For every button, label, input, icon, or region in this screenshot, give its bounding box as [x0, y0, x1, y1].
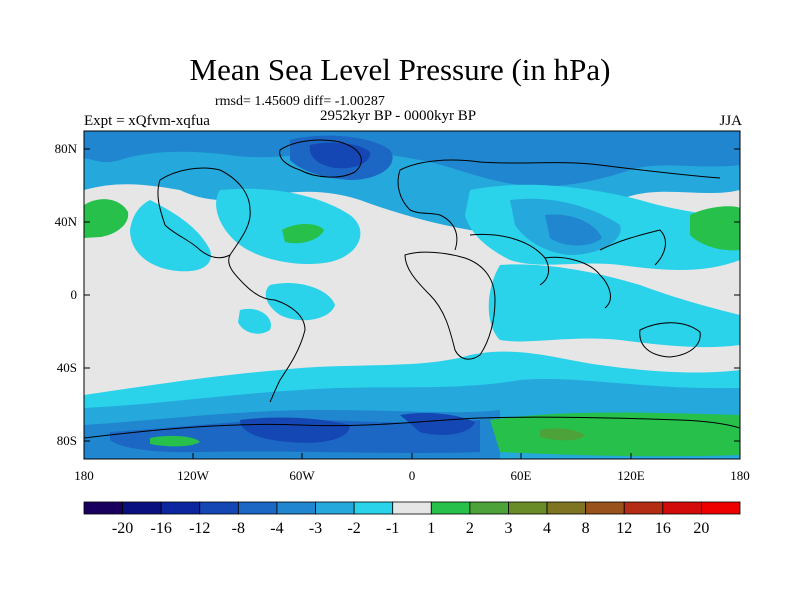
field-green-antarctic-2	[150, 435, 200, 447]
colorbar-swatch	[122, 501, 162, 515]
colorbar-label: 16	[654, 520, 671, 537]
field-south-darkblue-2	[400, 412, 475, 435]
colorbar-swatch	[392, 501, 432, 515]
lon-label-180e: 180	[730, 468, 750, 483]
colorbar-label: 12	[616, 520, 633, 537]
colorbar-swatch	[662, 501, 702, 515]
field-asia-midblue	[545, 214, 602, 246]
colorbar-label: 20	[693, 520, 710, 537]
colorbar-swatch	[585, 501, 625, 515]
colorbar-label: -8	[231, 520, 245, 537]
colorbar-swatch	[83, 501, 123, 515]
colorbar-swatch	[546, 501, 587, 515]
colorbar-label: 4	[543, 520, 552, 537]
lat-label-80n: 80N	[54, 141, 77, 156]
map-title: Mean Sea Level Pressure (in hPa)	[189, 52, 611, 87]
colorbar-swatch	[199, 501, 239, 515]
field-samerica-cyan-2	[238, 308, 271, 334]
colorbar-swatch	[701, 501, 741, 515]
lon-label-180w: 180	[74, 468, 94, 483]
pressure-field	[84, 131, 740, 459]
colorbar-label: -16	[150, 520, 172, 537]
colorbar	[83, 501, 741, 515]
axis-ticks	[83, 148, 741, 459]
colorbar-label: -2	[347, 520, 361, 537]
colorbar-label: -1	[386, 520, 400, 537]
colorbar-swatch	[508, 501, 548, 515]
field-green-wpacific	[690, 206, 740, 251]
field-samerica-cyan	[265, 282, 335, 321]
colorbar-label: 3	[504, 520, 513, 537]
field-green-atlantic	[282, 224, 324, 244]
field-green-npacific	[84, 199, 129, 238]
colorbar-label: 2	[465, 520, 474, 537]
coastlines	[84, 139, 740, 439]
lon-label-0: 0	[408, 468, 416, 483]
colorbar-swatch	[237, 501, 278, 515]
colorbar-label: 1	[427, 520, 436, 537]
lat-label-40s: 40S	[56, 360, 77, 375]
period-subtitle: 2952kyr BP - 0000kyr BP	[320, 108, 477, 124]
colorbar-swatch	[469, 501, 509, 515]
field-olive-antarctic	[540, 428, 585, 441]
season-label: JJA	[719, 113, 742, 129]
colorbar-label: -12	[189, 520, 211, 537]
colorbar-label: -4	[270, 520, 284, 537]
colorbar-label: -3	[308, 520, 323, 537]
field-north-midblue	[84, 131, 740, 187]
colorbar-swatch	[315, 501, 355, 515]
stats-line: rmsd= 1.45609 diff= -1.00287	[215, 94, 385, 109]
colorbar-swatch	[623, 501, 664, 515]
colorbar-swatch	[160, 501, 201, 515]
field-green-antarctic	[490, 412, 740, 457]
colorbar-label: -20	[111, 520, 134, 537]
field-south-darkblue	[240, 417, 350, 443]
colorbar-swatch	[353, 501, 394, 515]
lon-label-120e: 120E	[617, 468, 645, 483]
experiment-label: Expt = xQfvm-xqfua	[84, 113, 210, 129]
field-atlantic-cyan	[216, 188, 361, 265]
lon-label-120w: 120W	[177, 468, 209, 483]
lon-label-60w: 60W	[289, 468, 315, 483]
lat-label-40n: 40N	[54, 214, 77, 229]
lat-label-0: 0	[70, 287, 78, 302]
field-pacific-cyan	[130, 200, 211, 272]
lon-label-60e: 60E	[510, 468, 532, 483]
field-indian-cyan	[488, 264, 740, 348]
colorbar-swatch	[276, 501, 316, 515]
lat-label-80s: 80S	[56, 433, 77, 448]
colorbar-swatch	[430, 501, 471, 515]
colorbar-label: 8	[581, 520, 590, 537]
